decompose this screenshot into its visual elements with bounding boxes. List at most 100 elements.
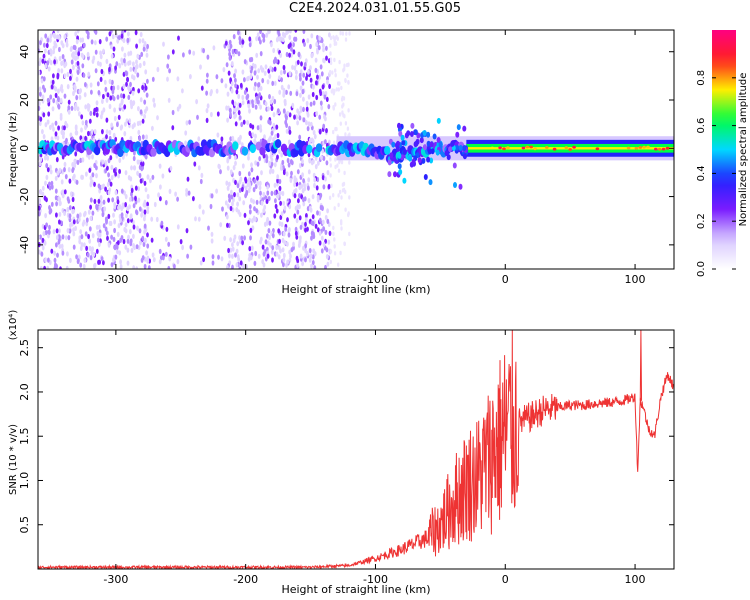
noise-speckle [267,228,271,234]
noise-speckle [59,266,62,269]
noise-speckle [129,81,132,87]
noise-speckle [76,69,80,75]
noise-speckle [77,51,81,57]
noise-speckle [61,250,65,256]
noise-speckle [310,263,313,269]
noise-speckle [272,47,276,54]
noise-speckle [304,257,307,263]
noise-speckle [188,49,192,55]
noise-speckle [124,170,128,176]
noise-speckle [94,68,98,74]
noise-speckle [142,202,146,208]
noise-speckle [298,72,302,78]
noise-speckle [136,53,140,59]
noise-speckle [66,228,70,234]
y-tick-label: -40 [18,236,31,254]
noise-speckle [338,59,341,65]
x-tick-label: -100 [363,573,388,586]
noise-speckle [68,205,72,211]
noise-speckle [329,51,332,56]
noise-speckle [132,100,136,106]
noise-speckle [215,188,219,194]
noise-speckle [64,61,68,67]
noise-speckle [211,260,215,266]
multipath-blob [458,145,463,151]
noise-speckle [317,45,321,51]
noise-speckle [113,107,116,113]
noise-speckle [48,209,52,215]
noise-speckle [186,253,190,259]
multipath-blob [422,130,427,136]
noise-speckle [80,127,83,133]
noise-speckle [329,57,333,62]
noise-speckle [83,242,86,248]
noise-speckle [216,111,220,117]
noise-speckle [138,62,142,69]
noise-speckle [298,115,302,121]
noise-speckle [98,259,101,265]
noise-speckle [39,91,42,97]
noise-speckle [294,74,298,81]
noise-speckle [342,187,346,193]
noise-speckle [51,122,54,128]
noise-speckle [250,245,254,251]
noise-speckle [315,41,319,48]
noise-speckle [248,209,252,215]
noise-speckle [232,34,236,40]
noise-speckle [93,181,96,187]
multipath-blob [397,163,402,170]
noise-speckle [221,206,224,212]
noise-speckle [320,155,323,161]
carrier-blob [208,148,216,158]
noise-speckle [313,134,317,140]
noise-speckle [49,33,53,39]
multipath-blob [419,137,424,144]
noise-speckle [87,71,91,77]
noise-speckle [210,238,214,244]
noise-speckle [122,93,126,99]
noise-speckle [127,87,131,93]
noise-speckle [288,112,292,118]
noise-speckle [55,228,59,234]
noise-speckle [316,49,319,55]
noise-speckle [303,41,306,47]
noise-speckle [135,210,139,216]
noise-speckle [118,168,121,175]
noise-speckle [278,178,282,185]
noise-speckle [324,139,327,145]
noise-speckle [46,265,50,269]
multipath-blob [422,144,427,151]
noise-speckle [119,217,122,223]
noise-speckle [295,181,299,187]
x-tick-label: 0 [502,573,509,586]
noise-speckle [322,241,326,248]
noise-speckle [233,234,237,240]
multipath-blob [428,179,433,186]
noise-speckle [144,69,148,75]
noise-speckle [282,200,286,206]
noise-speckle [256,74,259,80]
noise-speckle [103,79,107,85]
noise-speckle [246,93,250,99]
noise-speckle [281,37,285,43]
noise-speckle [306,38,310,44]
noise-speckle [90,89,93,95]
noise-speckle [64,174,68,180]
noise-speckle [156,115,159,121]
noise-speckle [75,95,79,101]
noise-speckle [210,193,214,199]
multipath-blob [387,159,392,166]
noise-speckle [82,72,86,78]
noise-speckle [95,203,98,209]
noise-speckle [324,176,327,182]
noise-speckle [251,102,255,109]
noise-speckle [289,177,293,183]
noise-speckle [188,119,192,125]
noise-speckle [112,257,115,263]
noise-speckle [192,50,196,56]
noise-speckle [69,46,73,52]
noise-speckle [249,123,253,129]
noise-speckle [133,244,137,250]
noise-speckle [236,183,240,189]
noise-speckle [212,45,216,51]
